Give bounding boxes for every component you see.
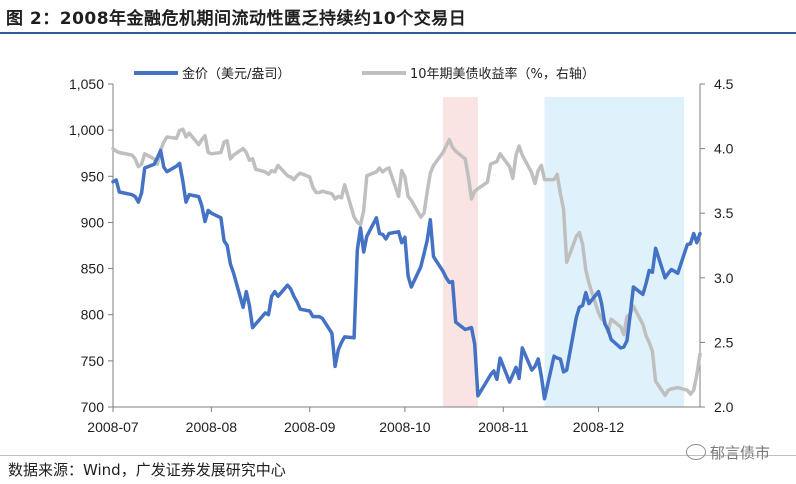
left-axis-tick-label: 900 [81, 214, 105, 230]
x-axis-ticks: 2008-07 2008-08 2008-09 2008-10 2008-11 2008-… [87, 407, 624, 435]
x-axis-tick-label: 2008-11 [478, 419, 529, 435]
x-axis-tick-label: 2008-10 [379, 419, 431, 435]
left-axis-tick-label: 750 [81, 353, 105, 369]
wechat-logo-icon [685, 444, 706, 460]
gold-price-line [111, 148, 702, 401]
left-axis-tick-label: 700 [81, 399, 105, 415]
footer-divider [0, 455, 796, 456]
left-axis-tick-label: 1,000 [69, 122, 104, 138]
right-axis-tick-label: 4.5 [714, 76, 734, 92]
left-axis-tick-label: 1,050 [69, 76, 104, 92]
title-divider [0, 32, 796, 34]
x-axis-tick-label: 2008-07 [87, 419, 139, 435]
right-axis-ticks: 2.0 2.5 3.0 3.5 4.0 4.5 [700, 76, 734, 415]
watermark: 郁言债市 [685, 442, 770, 463]
right-axis-tick-label: 2.5 [714, 334, 734, 350]
shaded-period-1 [442, 97, 478, 407]
left-axis-tick-label: 950 [81, 168, 105, 184]
right-axis-tick-label: 3.5 [714, 205, 734, 221]
series-lines [111, 127, 702, 401]
legend-label-gold: 金价（美元/盎司） [182, 66, 290, 82]
watermark-label: 郁言债市 [709, 444, 770, 462]
data-source: 数据来源：Wind，广发证券发展研究中心 [8, 461, 286, 479]
legend: 金价（美元/盎司） 10年期美债收益率（%，右轴） [134, 66, 595, 82]
x-axis-tick-label: 2008-08 [186, 419, 238, 435]
shaded-periods [442, 97, 685, 407]
treasury-yield-line [111, 127, 702, 398]
right-axis-tick-label: 4.0 [714, 141, 734, 157]
chart-title: 图 2：2008年金融危机期间流动性匮乏持续约10个交易日 [6, 9, 467, 29]
right-axis-tick-label: 3.0 [714, 270, 734, 286]
right-axis-tick-label: 2.0 [714, 399, 734, 415]
left-axis-ticks: 700 750 800 850 900 950 1,000 1,050 [69, 76, 113, 415]
left-axis-tick-label: 800 [81, 307, 105, 323]
legend-label-treasury: 10年期美债收益率（%，右轴） [410, 66, 595, 82]
x-axis-tick-label: 2008-12 [573, 419, 625, 435]
left-axis-tick-label: 850 [81, 261, 105, 277]
x-axis-tick-label: 2008-09 [284, 419, 336, 435]
